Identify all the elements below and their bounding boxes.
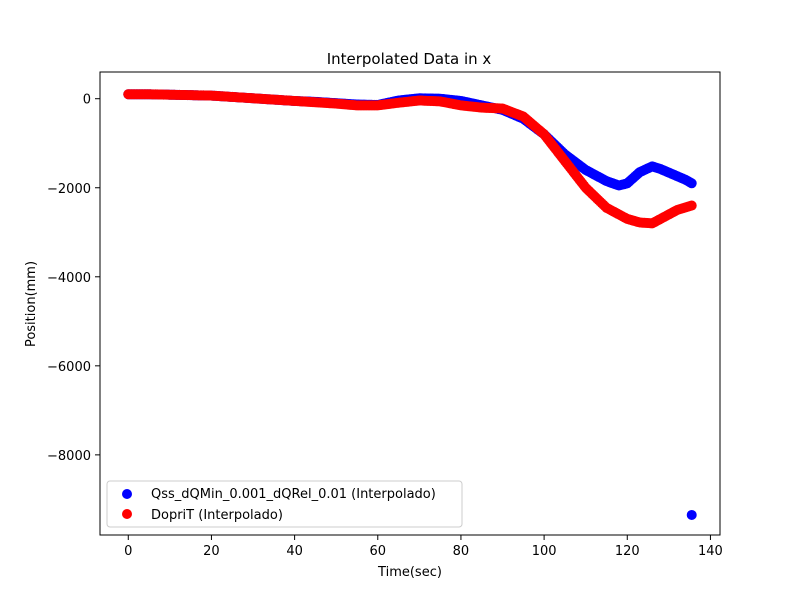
legend-marker-dopri bbox=[122, 509, 132, 519]
x-tick-label: 80 bbox=[453, 544, 470, 559]
legend: Qss_dQMin_0.001_dQRel_0.01 (Interpolado)… bbox=[106, 480, 463, 528]
data-point bbox=[686, 509, 697, 520]
y-tick-label: −4000 bbox=[47, 271, 91, 286]
series-dopri bbox=[123, 89, 697, 229]
chart-title: Interpolated Data in x bbox=[327, 50, 492, 68]
x-tick-label: 100 bbox=[532, 544, 557, 559]
plot-area-frame bbox=[99, 71, 721, 536]
x-tick-label: 20 bbox=[203, 544, 220, 559]
y-tick-label: 0 bbox=[83, 93, 91, 108]
legend-label-dopri: DopriT (Interpolado) bbox=[151, 508, 283, 523]
y-tick-label: −8000 bbox=[47, 449, 91, 464]
x-axis-label: Time(sec) bbox=[377, 565, 442, 580]
x-tick-label: 0 bbox=[124, 544, 132, 559]
data-point bbox=[686, 200, 697, 211]
y-axis: 0 −2000 −4000 −6000 −8000 bbox=[47, 93, 100, 464]
x-axis: 0 20 40 60 80 100 120 140 bbox=[124, 535, 723, 559]
x-tick-label: 120 bbox=[615, 544, 640, 559]
legend-box bbox=[106, 480, 463, 528]
x-tick-label: 40 bbox=[286, 544, 303, 559]
y-tick-label: −2000 bbox=[47, 182, 91, 197]
legend-label-qss: Qss_dQMin_0.001_dQRel_0.01 (Interpolado) bbox=[151, 487, 436, 502]
legend-marker-qss bbox=[122, 489, 132, 499]
y-axis-label: Position(mm) bbox=[24, 261, 39, 347]
x-tick-label: 140 bbox=[698, 544, 723, 559]
data-point bbox=[686, 178, 697, 189]
x-tick-label: 60 bbox=[369, 544, 386, 559]
y-tick-label: −6000 bbox=[47, 360, 91, 375]
series-qss bbox=[123, 89, 697, 520]
